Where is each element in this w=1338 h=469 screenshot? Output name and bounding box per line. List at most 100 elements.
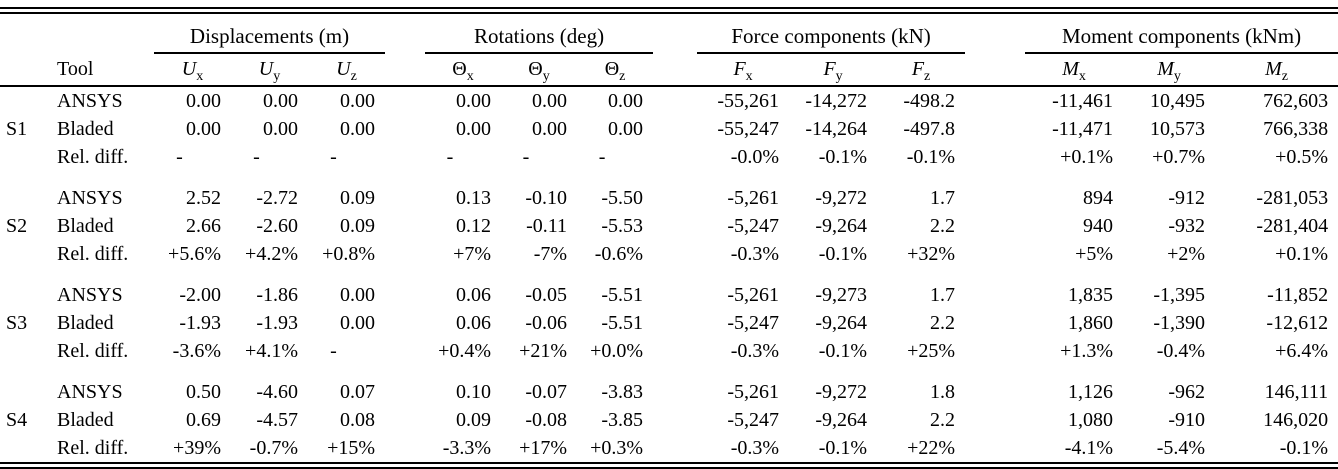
- gap-cell: [965, 337, 1025, 365]
- cell-value: 0.00: [456, 117, 492, 140]
- cell-value: 766,338: [1263, 117, 1329, 140]
- cell-value: -: [522, 145, 530, 168]
- gap-cell: [385, 406, 425, 434]
- table-row: S1 ANSYS 0.00 0.00 0.00 0.00 0.00 0.00 -55,261 -1…: [0, 86, 1338, 140]
- table-row: Bladed 2.66 -2.60 0.09 0.12 -0.11 -5.53 -5,247 -…: [0, 212, 1338, 240]
- cell-value: -497.8: [903, 117, 956, 140]
- cell-value: 0.06: [456, 283, 492, 306]
- gap-cell: [965, 53, 1026, 87]
- cell-value: -0.4%: [1156, 339, 1206, 362]
- cell-value: 0.00: [340, 117, 376, 140]
- cell-value: -0.05: [525, 283, 568, 306]
- section-label: S1: [6, 117, 28, 140]
- cell-tool: ANSYS: [57, 186, 123, 209]
- gap-cell: [653, 86, 697, 115]
- cell-value: -0.06: [525, 311, 568, 334]
- cell-value: 1.7: [930, 283, 956, 306]
- cell-value: -498.2: [903, 89, 956, 112]
- cell-value: -5,261: [727, 283, 780, 306]
- cell-value: -7%: [533, 242, 568, 265]
- cell-value: -0.07: [525, 380, 568, 403]
- cell-tool: ANSYS: [57, 380, 123, 403]
- cell-value: -0.11: [526, 214, 568, 237]
- cell-value: -0.10: [525, 186, 568, 209]
- cell-value: -11,852: [1267, 283, 1329, 306]
- cell-value: 762,603: [1263, 89, 1329, 112]
- column-header-symbol: F: [733, 58, 746, 80]
- cell-tool: Bladed: [57, 214, 114, 237]
- cell-value: +2%: [1167, 242, 1206, 265]
- column-header-subscript: x: [196, 69, 204, 84]
- gap-cell: [965, 143, 1025, 171]
- column-header: My: [1123, 53, 1216, 87]
- cell-value: -9,264: [815, 311, 868, 334]
- gap-cell: [653, 309, 697, 337]
- cell-value: -5.53: [601, 214, 644, 237]
- cell-value: -: [330, 339, 337, 362]
- cell-value: 1,126: [1068, 380, 1114, 403]
- cell-value: +5%: [1075, 242, 1114, 265]
- cell-value: -0.0%: [730, 145, 780, 168]
- cell-value: 0.00: [263, 89, 298, 112]
- cell-value: -0.3%: [730, 339, 780, 362]
- cell-value: -4.1%: [1064, 436, 1114, 459]
- column-group-header: Displacements (m): [154, 14, 386, 54]
- column-header: Uz: [308, 53, 386, 87]
- cell-value: +0.1%: [1060, 145, 1114, 168]
- spacer-cell: [0, 171, 1338, 184]
- column-header-subscript: y: [542, 69, 550, 84]
- gap-cell: [653, 281, 697, 309]
- spacer-cell: [0, 365, 1338, 378]
- cell-value: +0.4%: [438, 339, 492, 362]
- cell-value: +21%: [519, 339, 568, 362]
- cell-value: -0.1%: [818, 436, 868, 459]
- column-header-symbol: U: [336, 58, 351, 80]
- gap-cell: [385, 378, 425, 406]
- cell-value: -0.3%: [730, 436, 780, 459]
- column-header-subscript: x: [745, 69, 753, 84]
- section-label: S2: [6, 214, 28, 237]
- cell-value: -2.72: [256, 186, 298, 209]
- cell-value: 0.00: [608, 89, 644, 112]
- cell-value: +15%: [327, 436, 376, 459]
- column-header: Θy: [501, 53, 578, 87]
- cell-value: +6.4%: [1275, 339, 1329, 362]
- gap-cell: [385, 212, 425, 240]
- gap-cell: [653, 184, 697, 212]
- cell-value: 0.10: [456, 380, 492, 403]
- cell-value: -11,471: [1052, 117, 1114, 140]
- cell-value: -9,272: [815, 380, 868, 403]
- cell-value: 0.12: [456, 214, 492, 237]
- cell-value: +0.5%: [1275, 145, 1329, 168]
- cell-value: +1.3%: [1060, 339, 1114, 362]
- cell-value: +5.6%: [168, 242, 221, 265]
- table-top-rule: [0, 7, 1338, 14]
- cell-value: 0.00: [263, 117, 298, 140]
- column-header: Ux: [154, 53, 231, 87]
- cell-value: 0.13: [456, 186, 492, 209]
- cell-value: 0.69: [186, 408, 221, 431]
- gap-cell: [385, 434, 425, 462]
- table-row: Bladed 0.00 0.00 0.00 0.00 0.00 0.00 -55,247 -14…: [0, 115, 1338, 143]
- cell-value: -0.1%: [818, 145, 868, 168]
- cell-tool: ANSYS: [57, 89, 123, 112]
- cell-value: 0.00: [608, 117, 644, 140]
- cell-value: -3.6%: [172, 339, 221, 362]
- cell-value: 2.66: [186, 214, 221, 237]
- cell-value: 0.00: [532, 117, 568, 140]
- cell-value: -3.85: [601, 408, 644, 431]
- column-header: Θz: [577, 53, 654, 87]
- cell-value: 1,835: [1068, 283, 1114, 306]
- cell-value: 1,860: [1068, 311, 1114, 334]
- column-header-subscript: x: [1078, 69, 1086, 84]
- cell-value: 2.2: [930, 214, 956, 237]
- column-header-symbol: U: [181, 58, 197, 80]
- table-body: S1 ANSYS 0.00 0.00 0.00 0.00 0.00 0.00 -55,261 -1…: [0, 86, 1338, 462]
- cell-value: -5.51: [601, 283, 644, 306]
- cell-value: -: [598, 145, 606, 168]
- table-row: Rel. diff. -3.6% +4.1% - +0.4% +21% +0.0% -0.3%…: [0, 337, 1338, 365]
- cell-value: -5.50: [601, 186, 644, 209]
- results-table: Displacements (m) Rotations (deg) Force co…: [0, 14, 1338, 462]
- gap-cell: [965, 406, 1025, 434]
